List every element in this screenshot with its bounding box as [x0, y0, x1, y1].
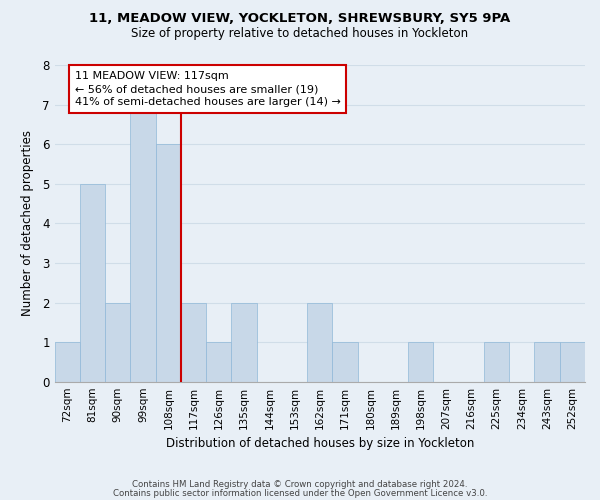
Bar [181, 302, 206, 382]
Bar [484, 342, 509, 382]
Bar [332, 342, 358, 382]
Bar [232, 302, 257, 382]
Bar [408, 342, 433, 382]
Bar [560, 342, 585, 382]
Text: 11, MEADOW VIEW, YOCKLETON, SHREWSBURY, SY5 9PA: 11, MEADOW VIEW, YOCKLETON, SHREWSBURY, … [89, 12, 511, 26]
Bar [105, 302, 130, 382]
Text: Size of property relative to detached houses in Yockleton: Size of property relative to detached ho… [131, 28, 469, 40]
Bar [206, 342, 232, 382]
Bar [535, 342, 560, 382]
Y-axis label: Number of detached properties: Number of detached properties [21, 130, 34, 316]
Bar [55, 342, 80, 382]
X-axis label: Distribution of detached houses by size in Yockleton: Distribution of detached houses by size … [166, 437, 474, 450]
Text: 11 MEADOW VIEW: 117sqm
← 56% of detached houses are smaller (19)
41% of semi-det: 11 MEADOW VIEW: 117sqm ← 56% of detached… [75, 71, 341, 108]
Text: Contains public sector information licensed under the Open Government Licence v3: Contains public sector information licen… [113, 488, 487, 498]
Bar [307, 302, 332, 382]
Bar [156, 144, 181, 382]
Bar [130, 104, 156, 382]
Bar [80, 184, 105, 382]
Text: Contains HM Land Registry data © Crown copyright and database right 2024.: Contains HM Land Registry data © Crown c… [132, 480, 468, 489]
